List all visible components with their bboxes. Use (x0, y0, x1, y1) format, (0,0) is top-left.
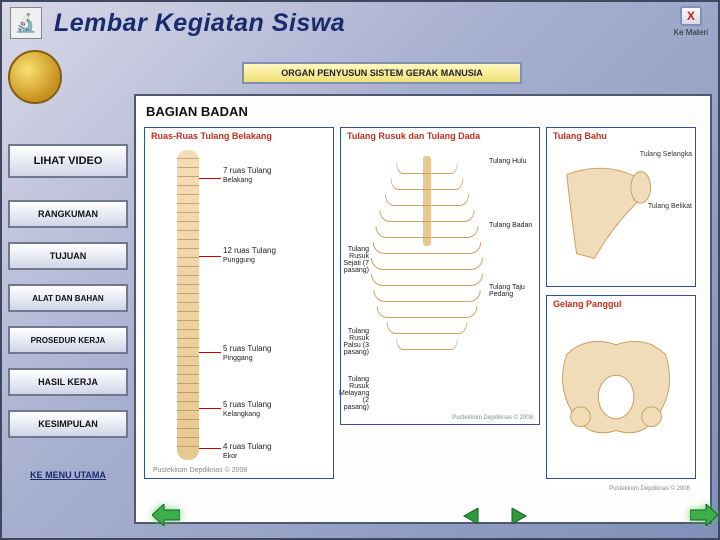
figure-spine: Ruas-Ruas Tulang Belakang 7 ruas TulangB… (144, 127, 334, 479)
sidebar: LIHAT VIDEO RANGKUMAN TUJUAN ALAT DAN BA… (8, 162, 128, 481)
spine-illustration (177, 150, 199, 460)
pelvis-illustration (547, 312, 695, 476)
shoulder-illustration (547, 144, 695, 284)
rib-label-1: Tulang Hulu (489, 158, 527, 165)
sidebar-item-rangkuman[interactable]: RANGKUMAN (8, 200, 128, 228)
back-arrow-button[interactable] (152, 504, 180, 526)
lihat-video-button[interactable]: LIHAT VIDEO (8, 144, 128, 178)
figure-shoulder-title: Tulang Bahu (547, 128, 695, 144)
section-banner: ORGAN PENYUSUN SISTEM GERAK MANUSIA (242, 62, 522, 84)
close-caption: Ke Materi (674, 28, 708, 37)
next-button[interactable] (510, 508, 528, 524)
spine-note-1: 7 ruas TulangBelakang (223, 166, 271, 184)
rib-label-5: Tulang RusukPalsu (3 pasang) (339, 328, 369, 356)
app-frame: 🔬 Lembar Kegiatan Siswa X Ke Materi ORGA… (0, 0, 720, 540)
shoulder-credit: Pustekkom Depdiknas © 2008 (609, 486, 690, 492)
arrow-left-icon (152, 504, 180, 526)
triangle-right-icon (510, 508, 528, 524)
spine-note-3: 5 ruas TulangPinggang (223, 344, 271, 362)
sidebar-item-hasil[interactable]: HASIL KERJA (8, 368, 128, 396)
spine-note-4: 5 ruas TulangKelangkang (223, 400, 271, 418)
shoulder-label-2: Tulang Belikat (648, 203, 692, 210)
sidebar-item-tujuan[interactable]: TUJUAN (8, 242, 128, 270)
figure-shoulder: Tulang Bahu Tulang Selangka Tulang Belik… (546, 127, 696, 287)
ribs-credit: Pustekkom Depdiknas © 2008 (452, 415, 533, 421)
triangle-left-icon (462, 508, 480, 524)
close-button[interactable]: X (680, 6, 702, 26)
forward-arrow-button[interactable] (690, 504, 718, 526)
figure-spine-title: Ruas-Ruas Tulang Belakang (145, 128, 333, 144)
ke-menu-utama-link[interactable]: KE MENU UTAMA (8, 470, 128, 481)
ribcage-illustration (371, 156, 483, 386)
prev-button[interactable] (462, 508, 480, 524)
rib-label-2: Tulang Badan (489, 222, 532, 229)
close-area: X Ke Materi (674, 6, 708, 37)
shoulder-label-1: Tulang Selangka (640, 151, 692, 158)
figure-ribs: Tulang Rusuk dan Tulang Dada Tu (340, 127, 540, 425)
arrow-right-icon (690, 504, 718, 526)
sidebar-item-prosedur[interactable]: PROSEDUR KERJA (8, 326, 128, 354)
rib-label-6: Tulang RusukMelayang (2 pasang) (339, 376, 369, 411)
rib-label-3: Tulang RusukSejati (7 pasang) (339, 246, 369, 274)
sidebar-item-kesimpulan[interactable]: KESIMPULAN (8, 410, 128, 438)
spine-note-2: 12 ruas TulangPunggung (223, 246, 276, 264)
figure-side-column: Tulang Bahu Tulang Selangka Tulang Belik… (546, 127, 696, 495)
app-logo-icon: 🔬 (10, 7, 42, 39)
figure-pelvis-title: Gelang Panggul (547, 296, 695, 312)
ministry-logo-icon (8, 50, 62, 104)
spine-note-5: 4 ruas TulangEkor (223, 442, 271, 460)
page-title: Lembar Kegiatan Siswa (54, 9, 345, 38)
sidebar-item-alat[interactable]: ALAT DAN BAHAN (8, 284, 128, 312)
header: 🔬 Lembar Kegiatan Siswa X Ke Materi (2, 2, 718, 44)
content-panel: BAGIAN BADAN Ruas-Ruas Tulang Belakang 7… (134, 94, 712, 524)
spine-credit: Pustekkom Depdiknas © 2008 (153, 467, 247, 474)
figure-ribs-title: Tulang Rusuk dan Tulang Dada (341, 128, 539, 144)
figure-pelvis: Gelang Panggul (546, 295, 696, 479)
section-title: BAGIAN BADAN (136, 96, 710, 121)
rib-label-4: Tulang TajuPedang (489, 284, 525, 298)
figure-row: Ruas-Ruas Tulang Belakang 7 ruas TulangB… (136, 121, 710, 501)
